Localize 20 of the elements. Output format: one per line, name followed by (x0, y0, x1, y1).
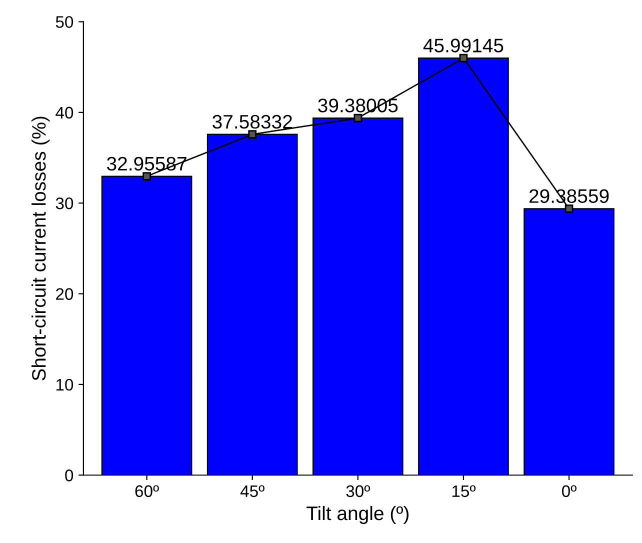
x-tick-label: 30º (346, 485, 370, 498)
point (248, 130, 257, 138)
point (142, 172, 151, 180)
x-tick-label: 60º (135, 485, 159, 498)
y-tick-label: 20 (56, 288, 74, 300)
x-tick-label: 45º (240, 485, 264, 498)
point (459, 54, 468, 62)
y-axis-title: Short-circuit current losses (%) (32, 116, 50, 380)
point (354, 114, 362, 122)
data-label: 37.58332 (212, 114, 292, 129)
x-tick-label: 15º (452, 485, 476, 498)
y-tick-label: 10 (56, 378, 74, 391)
y-tick-label: 50 (56, 16, 74, 28)
y-tick-label: 0 (65, 470, 74, 482)
y-tick-label: 40 (56, 106, 74, 119)
x-tick-label: 0º (562, 485, 577, 498)
y-tick-label: 30 (56, 197, 74, 210)
point (564, 204, 574, 213)
data-label: 45.99145 (423, 38, 504, 52)
x-axis-title: Tilt angle (º) (306, 506, 409, 524)
